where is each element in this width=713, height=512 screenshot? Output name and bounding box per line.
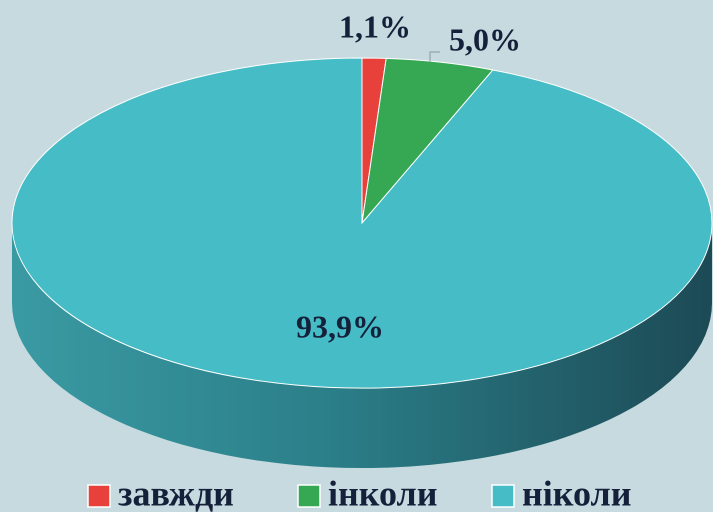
legend-swatch — [491, 484, 515, 508]
legend-swatch — [297, 484, 321, 508]
legend-label: завжди — [118, 473, 234, 512]
legend-label: ніколи — [522, 473, 631, 512]
data-label: 93,9% — [296, 308, 384, 344]
data-label: 5,0% — [449, 21, 521, 57]
leader-line — [429, 51, 440, 62]
legend-label: інколи — [328, 473, 437, 512]
data-label: 1,1% — [339, 8, 411, 44]
pie-side — [12, 223, 712, 468]
pie-slice — [11, 57, 713, 389]
legend-swatch — [87, 484, 111, 508]
